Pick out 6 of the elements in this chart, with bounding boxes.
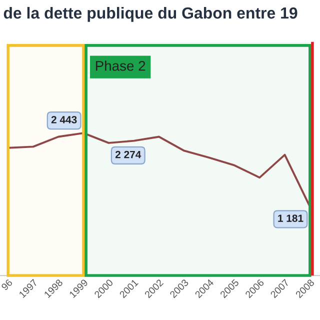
chart-title: de la dette publique du Gabon entre 19: [4, 6, 298, 22]
data-label: 2 274: [115, 150, 142, 158]
x-tick-label: 96: [0, 278, 13, 291]
data-label: 1 181: [278, 214, 304, 222]
band-label: Phase 2: [96, 60, 146, 71]
data-label: 2 443: [51, 116, 77, 124]
